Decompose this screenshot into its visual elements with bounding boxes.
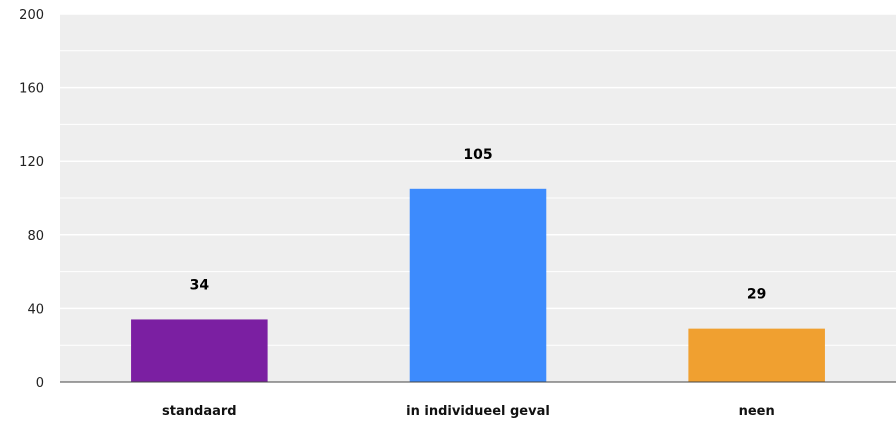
data-labels: 34 105 29 (190, 147, 767, 303)
y-axis-ticks: 0 40 80 120 160 200 (19, 8, 44, 391)
data-label: 29 (747, 287, 766, 303)
y-tick-label: 200 (19, 8, 44, 23)
y-tick-label: 80 (27, 229, 44, 244)
x-category-label: standaard (162, 404, 237, 419)
y-tick-label: 0 (36, 376, 44, 391)
x-category-label: neen (739, 404, 775, 419)
y-tick-label: 40 (27, 302, 44, 317)
y-tick-label: 120 (19, 155, 44, 170)
bar-in-individueel-geval (409, 188, 547, 382)
bars (131, 188, 825, 382)
x-category-label: in individueel geval (406, 404, 550, 419)
y-tick-label: 160 (19, 82, 44, 97)
bar-standaard (131, 319, 268, 382)
bar-neen (688, 328, 825, 382)
data-label: 105 (463, 147, 492, 163)
x-axis-categories: standaard in individueel geval neen (162, 404, 775, 419)
data-label: 34 (190, 277, 210, 293)
